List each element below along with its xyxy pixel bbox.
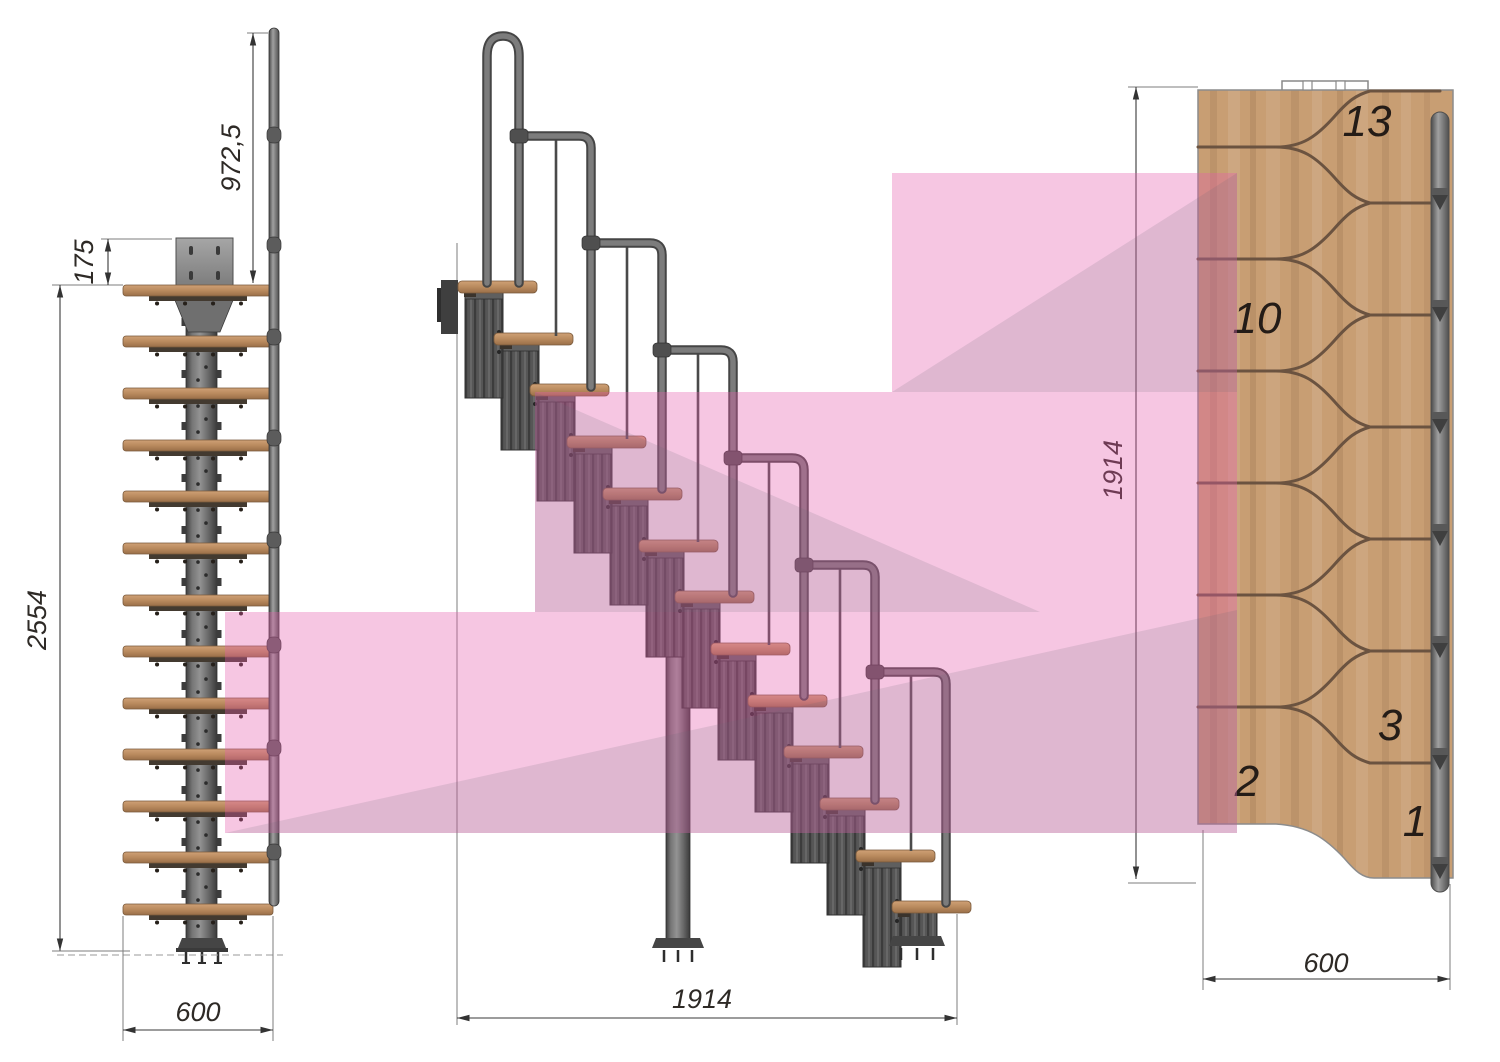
tread: [121, 489, 275, 512]
dim-total-height: 2554: [22, 285, 130, 952]
front-view: 972,5 175 2554 600: [22, 27, 283, 1041]
dim-front-width-label: 600: [175, 997, 220, 1027]
wall-bracket: [441, 280, 458, 334]
tread-stack-board: [1198, 90, 1453, 878]
handrail-loop: [487, 36, 519, 283]
dim-front-width: 600: [122, 916, 274, 1041]
tread-number-2: 2: [1234, 757, 1259, 806]
tread-separators: [1196, 89, 1442, 765]
dim-top-width-label: 600: [1303, 948, 1348, 978]
tread-number-10: 10: [1233, 294, 1282, 343]
watermark-overlay: [225, 173, 1237, 833]
tread-number-1: 1: [1403, 797, 1427, 846]
watermark-step-middle: [535, 392, 1237, 612]
dim-plate-offset-label: 175: [69, 238, 99, 284]
tread: [121, 438, 275, 461]
handrail-rods: [554, 136, 913, 851]
tread: [121, 283, 275, 306]
tread-number-3: 3: [1378, 701, 1403, 750]
top-mount-plate: [1281, 80, 1369, 91]
watermark-step-top: [892, 173, 1237, 392]
tread: [121, 850, 275, 873]
tread-number-13: 13: [1343, 97, 1392, 146]
module: [500, 343, 540, 451]
watermark-triangle: [892, 173, 1237, 392]
dim-side-run: 1914: [457, 914, 958, 1025]
tread: [121, 334, 275, 357]
side-view: 1914: [437, 36, 972, 1025]
tread: [121, 902, 275, 925]
tread: [121, 541, 275, 564]
side-handrails: [487, 36, 946, 903]
dim-total-height-label: 2554: [22, 590, 52, 651]
dim-side-run-label: 1914: [672, 984, 732, 1014]
module: [862, 860, 902, 968]
tread: [121, 386, 275, 409]
column-base: [178, 938, 226, 948]
dim-post-height: 972,5: [216, 32, 268, 283]
dim-top-height: 1914: [1098, 86, 1198, 884]
dim-top-height-label: 1914: [1098, 440, 1128, 500]
dim-top-width: 600: [1202, 830, 1451, 990]
top-view-handrail: [1430, 111, 1450, 893]
wall-mount-plate: [175, 237, 234, 289]
watermark-step-bottom: [225, 612, 1237, 833]
dim-post-height-label: 972,5: [216, 123, 246, 192]
top-view: 13 10 3 2 1 1914 600: [1098, 80, 1454, 990]
watermark-triangle: [535, 392, 1040, 612]
tread: [121, 593, 275, 616]
dim-plate-offset: 175: [52, 238, 172, 286]
watermark-triangle: [225, 610, 1237, 833]
